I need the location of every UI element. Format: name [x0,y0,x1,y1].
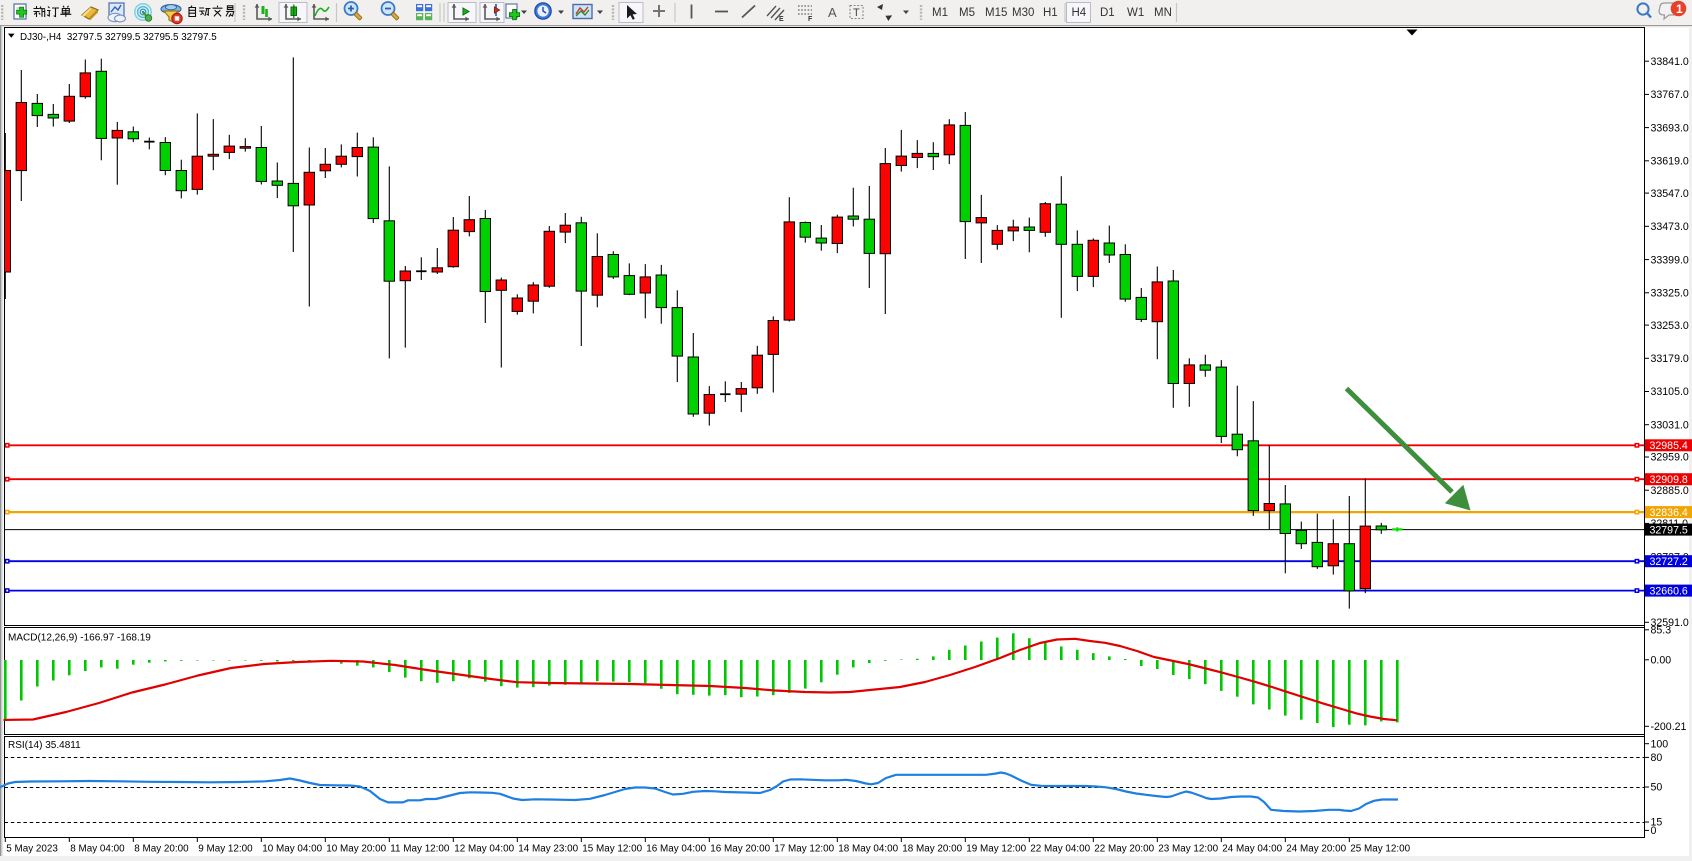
svg-text:18 May 20:00: 18 May 20:00 [902,844,962,855]
svg-text:32959.0: 32959.0 [1651,452,1689,464]
svg-text:25 May 12:00: 25 May 12:00 [1350,844,1410,855]
svg-text:85.3: 85.3 [1651,625,1672,637]
svg-text:RSI(14) 35.4811: RSI(14) 35.4811 [8,740,81,751]
svg-text:24 May 20:00: 24 May 20:00 [1286,844,1346,855]
svg-text:33767.0: 33767.0 [1651,89,1689,101]
svg-text:9 May 12:00: 9 May 12:00 [198,844,253,855]
svg-text:17 May 12:00: 17 May 12:00 [774,844,834,855]
svg-text:33841.0: 33841.0 [1651,56,1689,68]
svg-text:33253.0: 33253.0 [1651,320,1689,332]
svg-text:15: 15 [1651,817,1663,829]
svg-text:16 May 04:00: 16 May 04:00 [646,844,706,855]
svg-text:MACD(12,26,9) -166.97 -168.19: MACD(12,26,9) -166.97 -168.19 [8,633,151,644]
svg-text:33105.0: 33105.0 [1651,386,1689,398]
svg-text:DJ30-,H4 32797.5 32799.5 3279: DJ30-,H4 32797.5 32799.5 32795.5 32797.5 [20,32,217,43]
svg-text:-200.21: -200.21 [1651,721,1687,733]
svg-text:32909.8: 32909.8 [1650,474,1688,486]
svg-text:10 May 04:00: 10 May 04:00 [262,844,322,855]
svg-text:1: 1 [1676,2,1683,16]
svg-text:M15: M15 [985,7,1007,19]
svg-text:12 May 04:00: 12 May 04:00 [454,844,514,855]
svg-text:33325.0: 33325.0 [1651,288,1689,300]
svg-text:23 May 12:00: 23 May 12:00 [1158,844,1218,855]
svg-text:32836.4: 32836.4 [1650,507,1688,519]
svg-text:8 May 04:00: 8 May 04:00 [70,844,125,855]
svg-text:15 May 12:00: 15 May 12:00 [582,844,642,855]
svg-text:W1: W1 [1127,7,1144,19]
svg-text:E: E [779,16,784,23]
svg-text:H1: H1 [1043,7,1058,19]
svg-text:24 May 04:00: 24 May 04:00 [1222,844,1282,855]
svg-text:A: A [828,5,837,20]
svg-text:32885.0: 32885.0 [1651,485,1689,497]
svg-text:8 May 20:00: 8 May 20:00 [134,844,189,855]
svg-text:M1: M1 [932,7,948,19]
svg-text:22 May 04:00: 22 May 04:00 [1030,844,1090,855]
svg-text:T: T [853,7,860,19]
svg-text:MN: MN [1154,7,1172,19]
svg-text:11 May 12:00: 11 May 12:00 [390,844,450,855]
svg-text:22 May 20:00: 22 May 20:00 [1094,844,1154,855]
svg-text:33473.0: 33473.0 [1651,221,1689,233]
svg-text:H4: H4 [1072,7,1087,19]
svg-text:32985.4: 32985.4 [1650,440,1688,452]
svg-text:33179.0: 33179.0 [1651,353,1689,365]
svg-text:5 May 2023: 5 May 2023 [6,844,58,855]
svg-text:F: F [808,16,813,23]
svg-text:33547.0: 33547.0 [1651,188,1689,200]
svg-text:19 May 12:00: 19 May 12:00 [966,844,1026,855]
svg-text:33031.0: 33031.0 [1651,419,1689,431]
svg-text:32727.2: 32727.2 [1650,556,1688,568]
svg-text:M30: M30 [1012,7,1034,19]
svg-text:0.00: 0.00 [1651,655,1672,667]
svg-text:10 May 20:00: 10 May 20:00 [326,844,386,855]
svg-text:50: 50 [1651,782,1663,794]
svg-text:33693.0: 33693.0 [1651,122,1689,134]
svg-text:33399.0: 33399.0 [1651,254,1689,266]
svg-text:32797.5: 32797.5 [1650,524,1688,536]
svg-text:32660.6: 32660.6 [1650,585,1688,597]
svg-text:16 May 20:00: 16 May 20:00 [710,844,770,855]
svg-text:80: 80 [1651,752,1663,764]
svg-text:D1: D1 [1100,7,1115,19]
svg-text:0: 0 [1651,825,1657,837]
svg-text:18 May 04:00: 18 May 04:00 [838,844,898,855]
svg-text:M5: M5 [959,7,975,19]
svg-text:33619.0: 33619.0 [1651,156,1689,168]
svg-text:32591.0: 32591.0 [1651,617,1689,629]
svg-text:100: 100 [1651,738,1669,750]
svg-text:14 May 23:00: 14 May 23:00 [518,844,578,855]
